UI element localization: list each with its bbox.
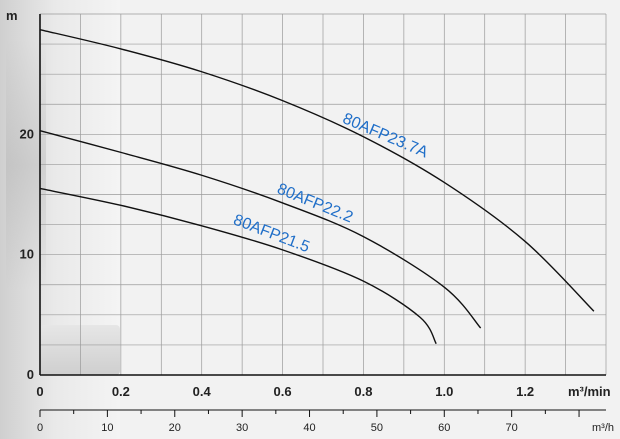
x2-tick-label: 10 [101, 422, 113, 434]
y-tick-label: 20 [20, 126, 34, 141]
curve-label: 80AFP22.2 [275, 181, 356, 227]
x2-axis-label: m³/h [592, 422, 614, 434]
x-tick-label: 1.2 [516, 384, 534, 399]
y-tick-label: 0 [27, 367, 34, 382]
x2-tick-label: 60 [438, 422, 450, 434]
x-tick-label: 0.6 [274, 384, 292, 399]
x-axis-label: m³/min [568, 384, 611, 399]
grid [39, 13, 607, 376]
x-tick-label: 0.4 [193, 384, 212, 399]
y-tick-label: 10 [20, 247, 34, 262]
x2-tick-label: 40 [303, 422, 315, 434]
x2-tick-label: 50 [371, 422, 383, 434]
x-tick-label: 0 [36, 384, 43, 399]
pump-photo-base [40, 325, 120, 375]
curve-80afp22-2 [39, 130, 482, 329]
tick-labels: 0 10 20 m 0 0.2 0.4 0.6 0.8 1.0 1.2 m³/min 0 10 20 30 40… [6, 8, 614, 434]
axes [39, 14, 606, 417]
curve-80afp23-7a [39, 28, 595, 312]
x2-tick-label: 0 [37, 422, 43, 434]
curve-label: 80AFP23.7A [340, 110, 430, 161]
x2-tick-label: 20 [169, 422, 181, 434]
x-tick-label: 0.8 [354, 384, 372, 399]
x2-tick-label: 30 [236, 422, 248, 434]
curve-80afp21-5 [39, 187, 437, 345]
x-tick-label: 1.0 [435, 384, 453, 399]
curves [39, 28, 595, 345]
x-tick-label: 0.2 [112, 384, 130, 399]
x2-tick-label: 70 [506, 422, 518, 434]
curve-label: 80AFP21.5 [231, 212, 312, 257]
y-axis-label: m [6, 8, 18, 23]
